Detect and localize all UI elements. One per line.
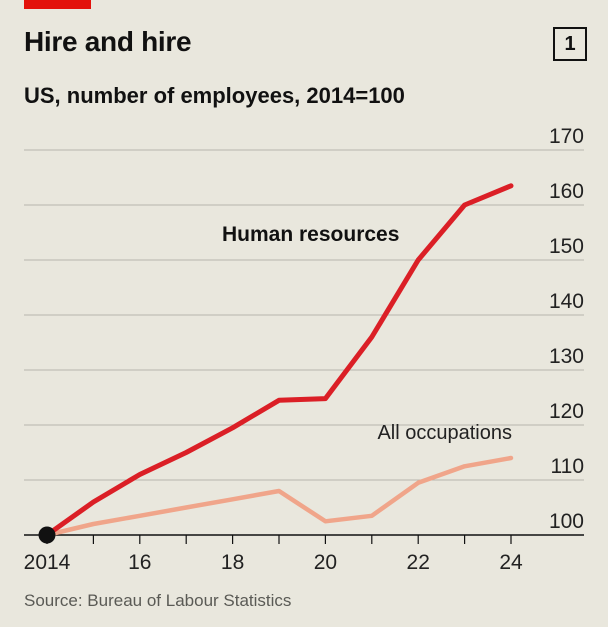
y-tick-label: 160 (549, 180, 584, 203)
source-note: Source: Bureau of Labour Statistics (24, 591, 292, 610)
x-tick-label: 22 (407, 551, 430, 574)
x-tick-label: 2014 (24, 551, 71, 574)
series-label-all-occupations: All occupations (377, 422, 512, 444)
y-tick-label: 120 (549, 400, 584, 423)
chart-subtitle: US, number of employees, 2014=100 (24, 83, 405, 108)
gridlines (24, 149, 584, 481)
chart-number-badge: 1 (553, 27, 587, 61)
brand-accent-bar (24, 0, 91, 9)
y-tick-label: 150 (549, 235, 584, 258)
y-tick-label: 130 (549, 345, 584, 368)
x-tick-label: 18 (221, 551, 244, 574)
chart-labels: 100 110 120 130 140 150 160 170 2014 16 18 20 22 24 Hu… (24, 125, 584, 574)
y-tick-label: 170 (549, 125, 584, 148)
x-axis (24, 534, 584, 544)
series-label-human-resources: Human resources (222, 223, 399, 246)
series-line-all-occupations (44, 455, 514, 538)
x-tick-label: 20 (314, 551, 337, 574)
base-year-marker (38, 526, 56, 544)
x-tick-label: 24 (499, 551, 523, 574)
x-tick-label: 16 (128, 551, 151, 574)
chart-title: Hire and hire (24, 26, 192, 57)
y-tick-label: 140 (549, 290, 584, 313)
series-lines (38, 183, 514, 544)
y-tick-label: 100 (549, 510, 584, 533)
y-tick-label: 110 (551, 455, 584, 478)
series-line-human-resources (44, 183, 514, 538)
